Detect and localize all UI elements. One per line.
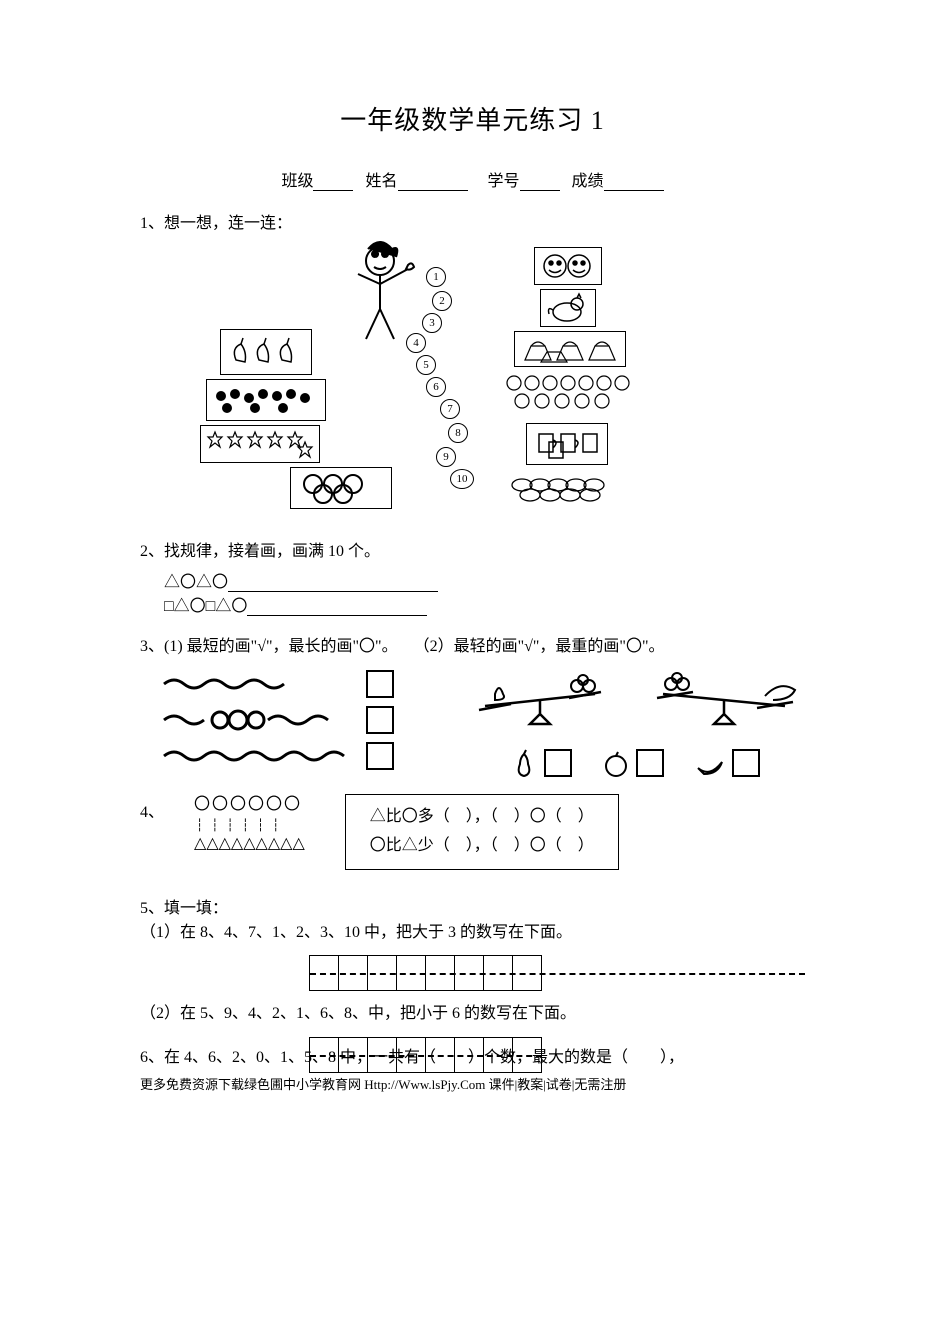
q4-dashes-row: ┆┆┆┆┆┆ [196,817,305,834]
num-8: 8 [448,423,468,443]
id-blank[interactable] [520,172,560,191]
two-faces-icon [535,248,601,284]
score-label: 成绩 [572,173,604,190]
q6-wrapper: 6、在 4、6、2、0、1、5、8 中，一共有（ ）个数，最大的数是（ ）， [140,1037,805,1073]
banana-answer [694,748,760,778]
q2-pattern2: □△〇□△〇 [164,598,247,615]
flowers-icon [207,380,325,420]
rope1-checkbox[interactable] [366,670,394,698]
q4-box-line2[interactable]: 〇比△少（ ），（ ）〇（ ） [370,832,594,861]
q4-answer-box: △比〇多（ ），（ ）〇（ ） 〇比△少（ ），（ ）〇（ ） [345,794,619,870]
scales-column [465,670,805,778]
rooster-icon [541,290,595,326]
item-coins [504,471,624,507]
num-5: 5 [416,355,436,375]
weight-answers [465,748,805,778]
num-9: 9 [436,447,456,467]
q2-blank1[interactable] [228,575,438,592]
q1-label: 1、想一想，连一连： [140,209,805,239]
q4-box-line1[interactable]: △比〇多（ ），（ ）〇（ ） [370,803,594,832]
peppers-icon [221,330,311,374]
item-faces [534,247,602,285]
num-6: 6 [426,377,446,397]
q5-grid1[interactable] [310,955,805,991]
page-title: 一年级数学单元练习 1 [140,100,805,137]
rope-tangled-icon [160,706,350,734]
cups-icon [527,424,607,464]
q4-triangles-row: △△△△△△△△△ [194,833,305,855]
baskets-icon [515,332,625,366]
apple-icon [602,748,630,778]
scales-row [465,670,805,730]
q2-line1: △〇△〇 [164,568,805,592]
worksheet-page: 一年级数学单元练习 1 班级 姓名 学号 成绩 1、想一想，连一连： [0,0,945,1113]
pear-answer [510,748,572,778]
coins-icon [504,471,624,507]
rope2-checkbox[interactable] [366,706,394,734]
item-clocks [502,371,640,415]
header-fields: 班级 姓名 学号 成绩 [140,167,805,191]
banana-checkbox[interactable] [732,749,760,777]
q3-label-b: （2）最轻的画"√"，最重的画"〇"。 [414,638,665,655]
q5-grid2[interactable] [310,1037,542,1073]
dashed-line-2 [310,1055,542,1057]
num-10: 10 [450,469,474,489]
olympic-rings-icon [291,468,391,508]
rope-long-icon [160,744,350,768]
scale-1-icon [465,670,615,730]
score-blank[interactable] [604,172,664,191]
q2-label: 2、找规律，接着画，画满 10 个。 [140,537,805,567]
item-cups [526,423,608,465]
q2-pattern1: △〇△〇 [164,574,228,591]
q3-label-a: 3、(1) 最短的画"√"，最长的画"〇"。 [140,638,398,655]
q2-line2: □△〇□△〇 [164,592,805,616]
stars-icon [201,426,319,462]
page-footer: 更多免费资源下载绿色圃中小学教育网 Http://Www.lsPjy.Com 课… [140,1074,626,1093]
num-7: 7 [440,399,460,419]
num-2: 2 [432,291,452,311]
q4-shapes: 〇〇〇〇〇〇 ┆┆┆┆┆┆ △△△△△△△△△ [194,794,305,856]
rope-short-icon [160,672,350,696]
item-stars [200,425,320,463]
q5-part1: （1）在 8、4、7、1、2、3、10 中，把大于 3 的数写在下面。 [140,918,805,948]
q4-circles-row: 〇〇〇〇〇〇 [194,794,305,816]
name-label: 姓名 [365,173,397,190]
apple-answer [602,748,664,778]
num-1: 1 [426,267,446,287]
scale-2-icon [645,670,805,730]
q3-area [160,670,805,778]
dashed-line-1 [310,973,805,975]
item-baskets [514,331,626,367]
clocks-icon [502,371,640,415]
pear-icon [510,748,538,778]
rope-row-1 [160,670,405,698]
q3-labels: 3、(1) 最短的画"√"，最长的画"〇"。 （2）最轻的画"√"，最重的画"〇… [140,632,805,662]
item-flowers [206,379,326,421]
rope-row-3 [160,742,405,770]
q4-row: 4、 〇〇〇〇〇〇 ┆┆┆┆┆┆ △△△△△△△△△ △比〇多（ ），（ ）〇（… [140,798,805,870]
apple-checkbox[interactable] [636,749,664,777]
q2-blank2[interactable] [247,599,427,616]
id-label: 学号 [488,173,520,190]
q5-part2: （2）在 5、9、4、2、1、6、8、中，把小于 6 的数写在下面。 [140,999,805,1029]
item-peppers [220,329,312,375]
item-bird [540,289,596,327]
class-label: 班级 [281,173,313,190]
item-rings [290,467,392,509]
rope3-checkbox[interactable] [366,742,394,770]
q1-matching-area: 1 2 3 4 5 6 7 8 9 10 [150,239,805,529]
class-blank[interactable] [313,172,353,191]
ropes-column [160,670,405,778]
q4-label: 4、 [140,798,164,870]
rope-row-2 [160,706,405,734]
name-blank[interactable] [398,172,468,191]
pear-checkbox[interactable] [544,749,572,777]
banana-icon [694,748,726,778]
